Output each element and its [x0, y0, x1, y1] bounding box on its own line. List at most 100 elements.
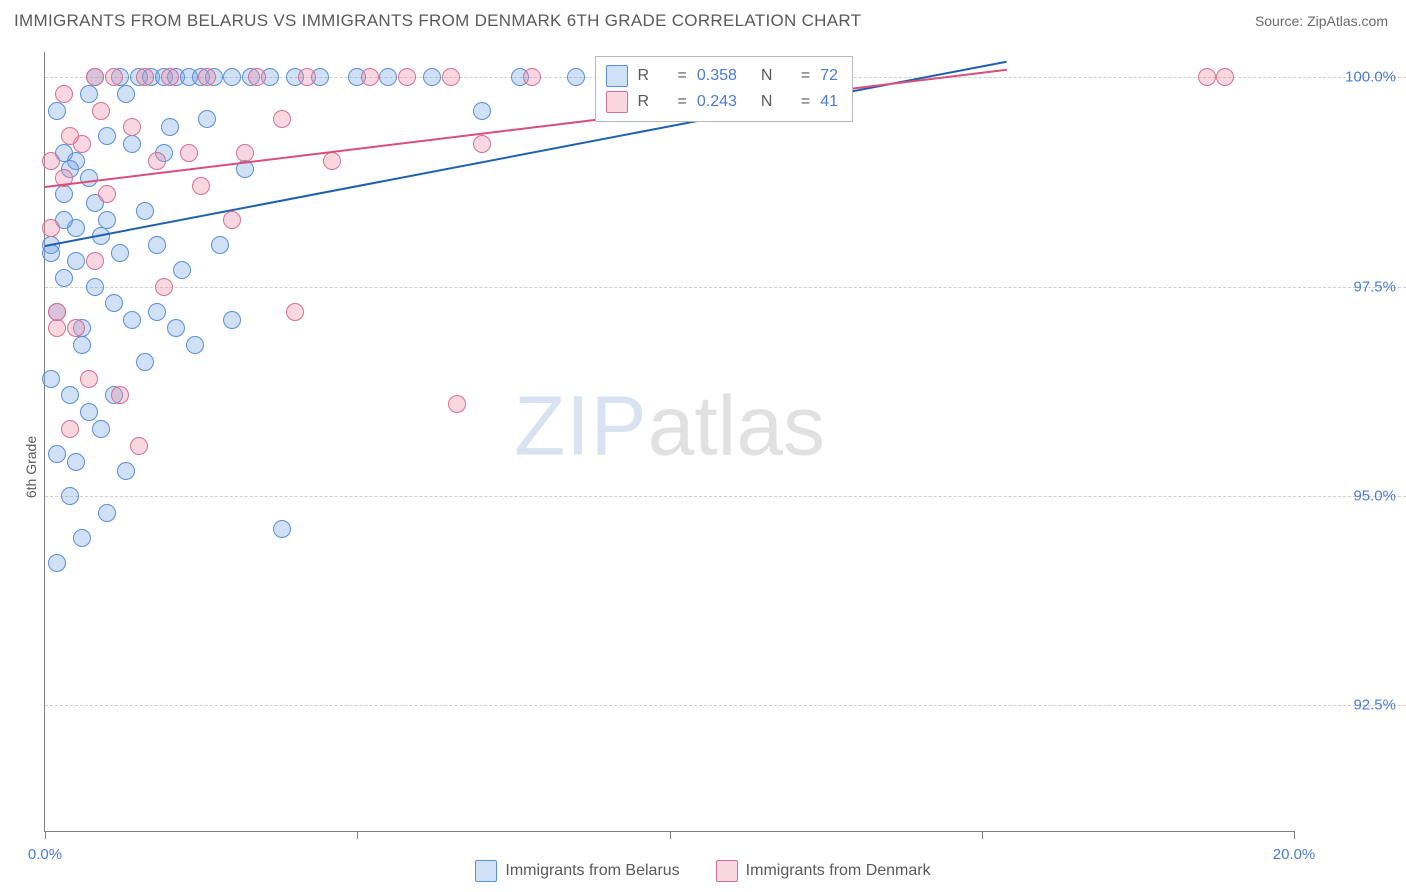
data-point — [48, 554, 66, 572]
legend-n-label: N — [761, 93, 791, 111]
data-point — [130, 437, 148, 455]
data-point — [61, 487, 79, 505]
data-point — [323, 152, 341, 170]
data-point — [248, 68, 266, 86]
data-point — [186, 336, 204, 354]
legend-eq: = — [678, 67, 687, 85]
data-point — [73, 529, 91, 547]
data-point — [236, 144, 254, 162]
x-tick — [982, 831, 983, 839]
data-point — [273, 110, 291, 128]
watermark-atlas: atlas — [648, 378, 825, 472]
data-point — [92, 420, 110, 438]
data-point — [92, 102, 110, 120]
legend-swatch — [606, 91, 628, 113]
legend-row: R=0.243N=41 — [606, 89, 838, 115]
y-axis-label: 6th Grade — [23, 436, 39, 498]
data-point — [1216, 68, 1234, 86]
data-point — [117, 462, 135, 480]
legend-n-value: 72 — [820, 67, 838, 85]
data-point — [161, 118, 179, 136]
data-point — [117, 85, 135, 103]
gridline-h — [45, 287, 1406, 288]
legend-r-label: R — [638, 67, 668, 85]
legend-swatch — [606, 65, 628, 87]
data-point — [61, 420, 79, 438]
data-point — [67, 453, 85, 471]
data-point — [105, 294, 123, 312]
data-point — [148, 152, 166, 170]
legend-label-denmark: Immigrants from Denmark — [746, 862, 931, 880]
data-point — [61, 127, 79, 145]
data-point — [523, 68, 541, 86]
data-point — [42, 152, 60, 170]
data-point — [123, 311, 141, 329]
data-point — [55, 185, 73, 203]
data-point — [180, 144, 198, 162]
legend-n-value: 41 — [820, 93, 838, 111]
data-point — [442, 68, 460, 86]
data-point — [1198, 68, 1216, 86]
data-point — [61, 386, 79, 404]
data-point — [211, 236, 229, 254]
plot-wrap: 6th Grade ZIPatlas 92.5%95.0%97.5%100.0%… — [0, 42, 1406, 892]
data-point — [192, 177, 210, 195]
data-point — [273, 520, 291, 538]
data-point — [136, 202, 154, 220]
data-point — [567, 68, 585, 86]
data-point — [67, 319, 85, 337]
data-point — [55, 269, 73, 287]
x-tick — [670, 831, 671, 839]
data-point — [67, 252, 85, 270]
legend-eq: = — [678, 93, 687, 111]
legend-eq: = — [801, 93, 810, 111]
data-point — [48, 303, 66, 321]
chart-header: IMMIGRANTS FROM BELARUS VS IMMIGRANTS FR… — [0, 0, 1406, 42]
bottom-legend: Immigrants from Belarus Immigrants from … — [0, 860, 1406, 882]
y-tick-label: 97.5% — [1304, 278, 1396, 295]
chart-title: IMMIGRANTS FROM BELARUS VS IMMIGRANTS FR… — [14, 11, 861, 31]
data-point — [473, 102, 491, 120]
data-point — [80, 169, 98, 187]
data-point — [86, 252, 104, 270]
data-point — [148, 303, 166, 321]
trend-line — [45, 69, 1007, 188]
data-point — [473, 135, 491, 153]
legend-item-denmark: Immigrants from Denmark — [716, 860, 931, 882]
data-point — [111, 244, 129, 262]
data-point — [173, 261, 191, 279]
data-point — [448, 395, 466, 413]
gridline-h — [45, 705, 1406, 706]
data-point — [398, 68, 416, 86]
data-point — [223, 68, 241, 86]
data-point — [80, 403, 98, 421]
data-point — [98, 504, 116, 522]
chart-source: Source: ZipAtlas.com — [1255, 13, 1388, 29]
data-point — [86, 68, 104, 86]
data-point — [86, 278, 104, 296]
data-point — [48, 445, 66, 463]
watermark: ZIPatlas — [514, 377, 825, 474]
data-point — [48, 102, 66, 120]
data-point — [123, 118, 141, 136]
data-point — [98, 185, 116, 203]
data-point — [98, 211, 116, 229]
data-point — [361, 68, 379, 86]
data-point — [148, 236, 166, 254]
legend-eq: = — [801, 67, 810, 85]
legend-swatch-belarus — [475, 860, 497, 882]
data-point — [73, 336, 91, 354]
data-point — [161, 68, 179, 86]
legend-r-value: 0.358 — [697, 67, 751, 85]
y-tick-label: 92.5% — [1304, 697, 1396, 714]
data-point — [167, 319, 185, 337]
legend-item-belarus: Immigrants from Belarus — [475, 860, 679, 882]
data-point — [136, 68, 154, 86]
gridline-h — [45, 496, 1406, 497]
x-tick — [357, 831, 358, 839]
data-point — [223, 211, 241, 229]
y-tick-label: 95.0% — [1304, 487, 1396, 504]
data-point — [42, 219, 60, 237]
watermark-zip: ZIP — [514, 378, 648, 472]
legend-r-label: R — [638, 93, 668, 111]
